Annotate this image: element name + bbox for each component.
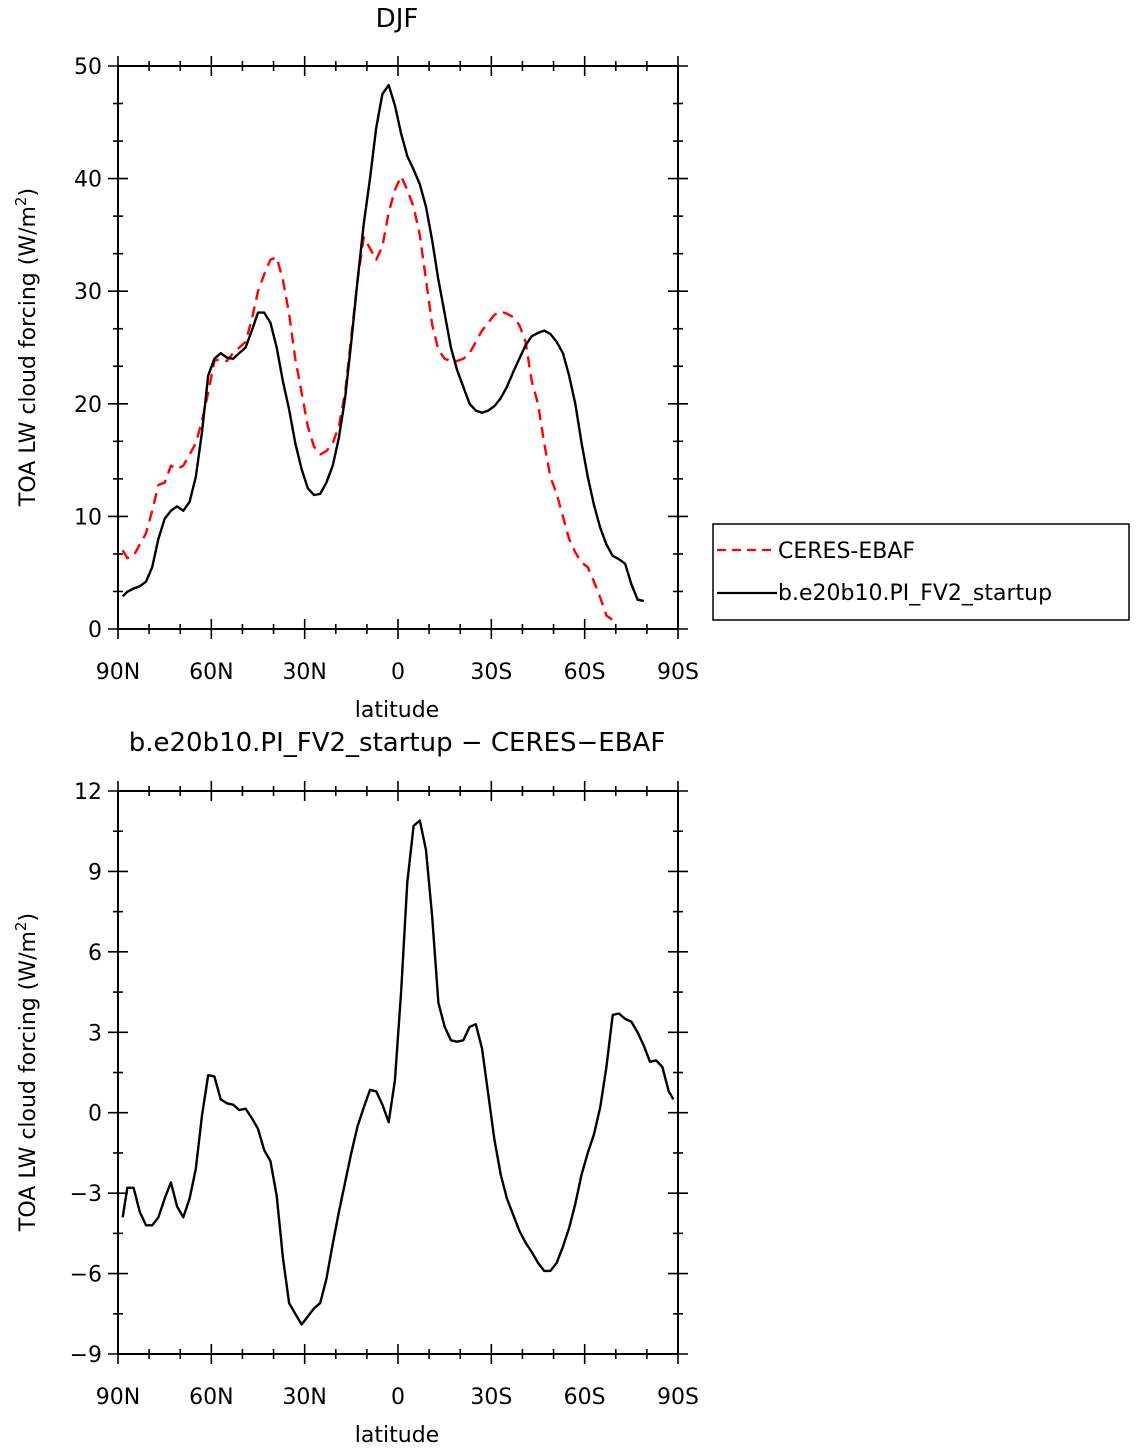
y-tick-label: 0 (88, 1102, 102, 1127)
x-tick-label: 30S (470, 1385, 512, 1410)
djf-series-lines (121, 83, 645, 621)
difference-title: b.e20b10.PI_FV2_startup − CERES−EBAF (129, 728, 666, 758)
y-tick-label: 50 (74, 55, 102, 80)
y-tick-label: 20 (74, 393, 102, 418)
x-tick-label: 60S (564, 1385, 606, 1410)
djf-plot-frame (117, 65, 679, 630)
y-tick-label: 30 (74, 280, 102, 305)
x-tick-label: 90N (96, 660, 140, 685)
djf-panel: DJF 0 10 20 30 40 50 90N 60N 30N 0 30S 60S 90S lati… (12, 4, 699, 723)
y-tick-label: 12 (74, 780, 102, 805)
difference-plot-frame (117, 790, 679, 1355)
x-tick-label: 60S (564, 660, 606, 685)
djf-title: DJF (376, 4, 419, 34)
x-tick-label: 60N (189, 660, 233, 685)
difference-y-tick-labels: −9 −6 −3 0 3 6 9 12 (70, 780, 102, 1368)
x-tick-label: 0 (391, 1385, 405, 1410)
x-tick-label: 30S (470, 660, 512, 685)
djf-x-tick-labels: 90N 60N 30N 0 30S 60S 90S (96, 660, 699, 685)
series-line-b-e20b10-pi-fv2-startup (121, 83, 645, 603)
djf-tick-marks (108, 56, 688, 639)
y-tick-label: 9 (88, 860, 102, 885)
y-tick-label: −3 (70, 1182, 102, 1207)
y-tick-label: 10 (74, 505, 102, 530)
y-tick-label: 6 (88, 941, 102, 966)
x-tick-label: 90S (657, 660, 699, 685)
y-tick-label: 3 (88, 1021, 102, 1046)
djf-y-tick-labels: 0 10 20 30 40 50 (74, 55, 102, 643)
x-tick-label: 30N (282, 660, 326, 685)
legend: CERES-EBAF b.e20b10.PI_FV2_startup (712, 523, 1130, 621)
x-tick-label: 30N (282, 1385, 326, 1410)
y-tick-label: −6 (70, 1263, 102, 1288)
x-tick-label: 60N (189, 1385, 233, 1410)
difference-tick-marks (108, 781, 688, 1364)
difference-panel: b.e20b10.PI_FV2_startup − CERES−EBAF −9−… (12, 728, 699, 1448)
x-tick-label: 90N (96, 1385, 140, 1410)
djf-y-axis-label: TOA LW cloud forcing (W/m2) (12, 188, 41, 507)
y-tick-label: 0 (88, 618, 102, 643)
y-tick-label: 40 (74, 168, 102, 193)
legend-label-ceres-ebaf: CERES-EBAF (778, 539, 915, 564)
difference-x-axis-label: latitude (355, 1423, 439, 1448)
djf-x-axis-label: latitude (355, 698, 439, 723)
series-line-difference (121, 819, 675, 1326)
x-tick-label: 0 (391, 660, 405, 685)
series-line-ceres-ebaf (121, 175, 614, 621)
difference-x-tick-labels: 90N 60N 30N 0 30S 60S 90S (96, 1385, 699, 1410)
legend-label-model: b.e20b10.PI_FV2_startup (778, 581, 1052, 606)
x-tick-label: 90S (657, 1385, 699, 1410)
difference-series-lines (121, 819, 675, 1326)
difference-y-axis-label: TOA LW cloud forcing (W/m2) (12, 913, 41, 1232)
legend-box (712, 523, 1130, 621)
y-tick-label: −9 (70, 1343, 102, 1368)
